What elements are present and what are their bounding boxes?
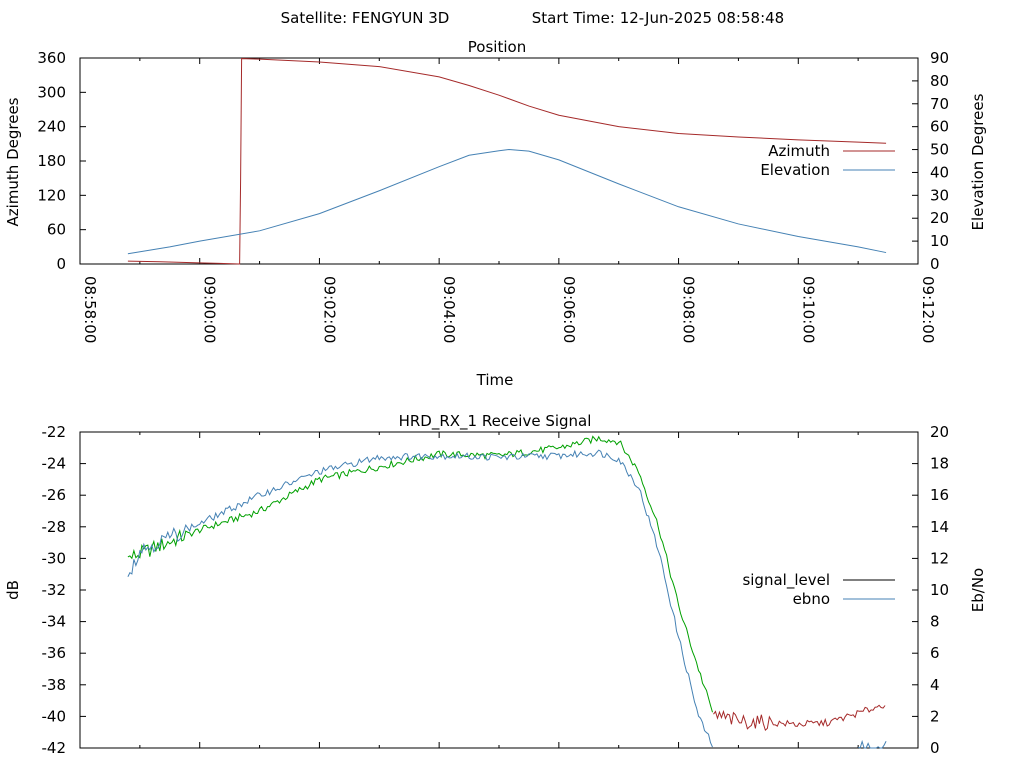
position-y2-tick-label-6: 60 [930, 118, 949, 136]
receive-y2-tick-label-6: 12 [930, 549, 949, 567]
position-y2-axis-label: Elevation Degrees [969, 93, 987, 230]
receive-y-tick-label-9: -40 [42, 707, 67, 725]
position-y2-tick-label-0: 0 [930, 255, 940, 273]
receive-y-tick-label-10: -42 [42, 739, 67, 757]
receive-y-tick-label-8: -38 [42, 676, 67, 694]
series-line-ebno-tail [857, 739, 887, 749]
receive-legend: signal_level ebno [742, 571, 895, 608]
series-line-signal-level-1 [713, 704, 886, 732]
position-x-tick-label-0: 08:58:00 [81, 276, 99, 343]
position-y2-tick-label-3: 30 [930, 186, 949, 204]
position-y-tick-label-3: 180 [37, 152, 66, 170]
position-x-tick-label-3: 09:04:00 [440, 276, 458, 343]
receive-y-tick-label-0: -22 [42, 423, 67, 441]
position-y-tick-label-4: 240 [37, 118, 66, 136]
position-legend: Azimuth Elevation [760, 142, 895, 179]
position-x-tick-label-7: 09:12:00 [919, 276, 937, 343]
receive-y2-tick-label-2: 4 [930, 676, 940, 694]
position-chart: Position 08:58:00 09:00:00 09:02:00 09:04:0… [4, 38, 987, 389]
receive-y-tick-label-3: -28 [42, 518, 67, 536]
series-line-elevation [127, 149, 887, 255]
receive-y-tick-label-6: -34 [42, 613, 67, 631]
position-x-axis-label: Time [476, 371, 514, 389]
receive-y2-tick-label-7: 14 [930, 518, 949, 536]
legend-label-signal-level: signal_level [742, 571, 830, 590]
receive-y2-tick-label-10: 20 [930, 423, 949, 441]
position-y2-tick-label-1: 10 [930, 232, 949, 250]
series-line-signal-level-0 [127, 435, 713, 713]
position-x-tick-label-4: 09:06:00 [560, 276, 578, 343]
series-line-azimuth [127, 58, 887, 265]
receive-y2-tick-label-1: 2 [930, 707, 940, 725]
position-y2-tick-label-7: 70 [930, 95, 949, 113]
receive-y-axis-label: dB [4, 580, 22, 600]
receive-signal-chart-title: HRD_RX_1 Receive Signal [399, 412, 592, 431]
position-y-tick-label-0: 0 [56, 255, 66, 273]
position-x-tick-label-1: 09:00:00 [201, 276, 219, 343]
receive-y2-axis-label: Eb/No [969, 568, 987, 612]
position-y-tick-label-5: 300 [37, 83, 66, 101]
receive-y2-tick-label-4: 8 [930, 613, 940, 631]
position-chart-title: Position [468, 38, 526, 56]
position-y2-tick-label-8: 80 [930, 72, 949, 90]
position-y-tick-label-1: 60 [47, 221, 66, 239]
receive-y-tick-label-1: -24 [42, 455, 67, 473]
position-y2-tick-label-5: 50 [930, 141, 949, 159]
position-y-axis-label: Azimuth Degrees [4, 97, 22, 226]
position-y-tick-label-2: 120 [37, 186, 66, 204]
receive-y2-tick-label-3: 6 [930, 644, 940, 662]
legend-label-elevation: Elevation [760, 161, 830, 179]
receive-y2-tick-label-5: 10 [930, 581, 949, 599]
position-x-tick-label-6: 09:10:00 [799, 276, 817, 343]
receive-y-tick-label-5: -32 [42, 581, 67, 599]
receive-y-tick-label-2: -26 [42, 486, 67, 504]
legend-label-azimuth: Azimuth [768, 142, 830, 160]
position-y2-tick-label-9: 90 [930, 49, 949, 67]
satellite-label: Satellite: FENGYUN 3D [281, 9, 450, 27]
receive-signal-chart: HRD_RX_1 Receive Signal -22 -24 -26 -28 -30 -… [4, 412, 987, 757]
position-y2-tick-label-2: 20 [930, 209, 949, 227]
legend-label-ebno: ebno [793, 590, 830, 608]
receive-y2-tick-label-8: 16 [930, 486, 949, 504]
receive-y2-tick-label-9: 18 [930, 455, 949, 473]
position-y-tick-label-6: 360 [37, 49, 66, 67]
position-x-tick-label-2: 09:02:00 [320, 276, 338, 343]
position-x-tick-label-5: 09:08:00 [680, 276, 698, 343]
series-line-ebno [127, 449, 713, 748]
receive-y2-tick-label-0: 0 [930, 739, 940, 757]
position-y2-tick-label-4: 40 [930, 163, 949, 181]
start-time-label: Start Time: 12-Jun-2025 08:58:48 [532, 9, 784, 27]
receive-y-tick-label-4: -30 [42, 549, 67, 567]
receive-y-tick-label-7: -36 [42, 644, 67, 662]
